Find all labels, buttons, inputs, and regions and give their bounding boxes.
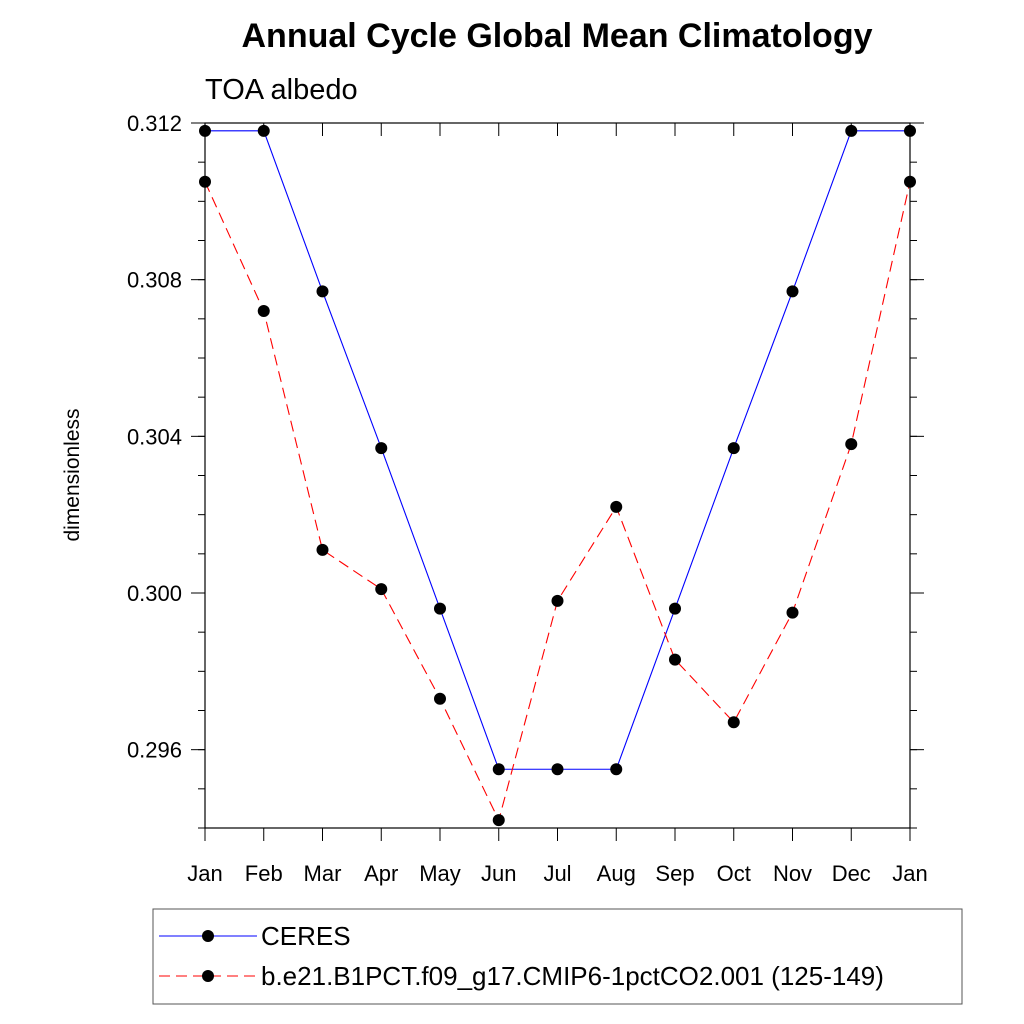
data-point-series-0 <box>434 602 446 615</box>
x-tick-label: Aug <box>597 861 636 886</box>
data-point-series-1 <box>434 692 446 705</box>
x-tick-label: Oct <box>717 861 751 886</box>
legend-box <box>152 908 963 1005</box>
data-point-series-1 <box>551 594 564 607</box>
x-tick-label: Jan <box>187 861 222 886</box>
series-line-1 <box>204 181 911 822</box>
y-tick-label: 0.304 <box>127 424 182 449</box>
y-axis-label: dimensionless <box>61 408 84 541</box>
data-point-series-0 <box>610 763 623 776</box>
data-point-series-1 <box>257 305 270 317</box>
y-tick-label: 0.300 <box>127 581 182 606</box>
legend-label-0: CERES <box>261 921 351 951</box>
chart-title: Annual Cycle Global Mean Climatology <box>242 17 873 55</box>
data-point-series-1 <box>610 500 623 513</box>
data-point-series-0 <box>551 763 564 776</box>
x-tick-label: Apr <box>364 861 398 886</box>
chart-subtitle: TOA albedo <box>205 74 358 106</box>
data-point-series-1 <box>786 606 799 619</box>
data-point-series-1 <box>316 543 329 556</box>
legend: CERES b.e21.B1PCT.f09_g17.CMIP6-1pctCO2.0… <box>159 921 884 991</box>
legend-marker-0 <box>202 930 214 942</box>
data-point-series-0 <box>669 602 681 615</box>
data-point-series-0 <box>492 763 505 776</box>
data-point-series-0 <box>786 285 799 298</box>
data-point-series-1 <box>199 175 211 188</box>
x-tick-label: Mar <box>304 861 342 886</box>
x-tick-label: Sep <box>655 861 694 886</box>
data-point-series-1 <box>845 438 858 451</box>
plot-frame <box>204 122 911 829</box>
y-tick-label: 0.296 <box>127 738 182 763</box>
x-tick-label: Feb <box>245 861 283 886</box>
data-point-series-0 <box>727 442 740 455</box>
axis-ticks <box>191 122 924 841</box>
series-group <box>199 124 916 827</box>
x-tick-label: Jun <box>481 861 516 886</box>
x-tick-label: May <box>419 861 461 886</box>
legend-label-1: b.e21.B1PCT.f09_g17.CMIP6-1pctCO2.001 (1… <box>261 961 884 991</box>
legend-marker-1 <box>202 970 214 982</box>
y-tick-label: 0.312 <box>127 111 182 136</box>
x-tick-label: Jul <box>543 861 571 886</box>
y-tick-labels: 0.312 0.308 0.304 0.300 0.296 <box>127 111 182 763</box>
data-point-series-0 <box>375 442 388 455</box>
data-point-series-1 <box>375 583 388 596</box>
data-point-series-1 <box>492 814 505 827</box>
x-tick-labels: Jan Feb Mar Apr May Jun Jul Aug Sep Oct Nov Dec Jan <box>187 861 927 886</box>
y-tick-label: 0.308 <box>127 268 182 293</box>
x-tick-label: Jan <box>892 861 927 886</box>
series-line-0 <box>205 130 910 770</box>
data-point-series-0 <box>845 124 858 137</box>
data-point-series-1 <box>727 716 740 729</box>
data-point-series-0 <box>257 124 270 137</box>
x-tick-label: Dec <box>832 861 871 886</box>
data-point-series-1 <box>669 653 681 666</box>
x-tick-label: Nov <box>773 861 812 886</box>
data-point-series-0 <box>904 124 916 137</box>
data-point-series-0 <box>199 124 211 137</box>
data-point-series-1 <box>904 175 916 188</box>
data-point-series-0 <box>316 285 329 298</box>
